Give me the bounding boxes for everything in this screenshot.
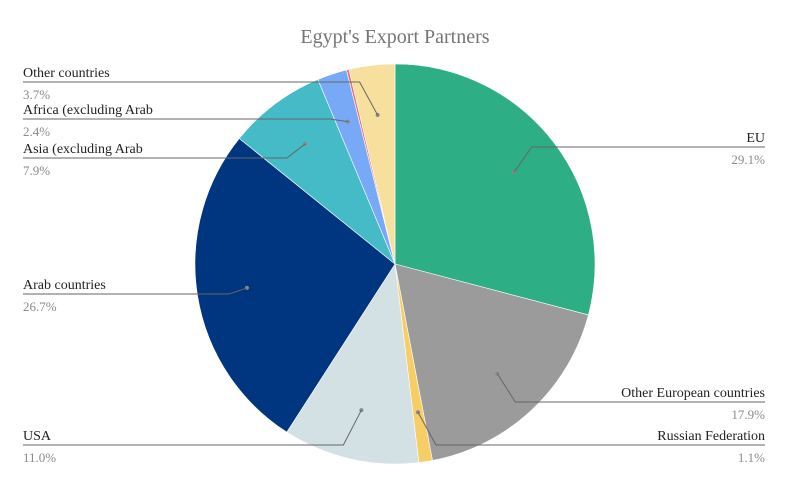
pie-slice-eu: [394, 63, 596, 316]
slice-percent-arab-countries: 26.7%: [23, 299, 57, 314]
slice-label-asia-excluding-arab: Asia (excluding Arab: [23, 142, 143, 157]
slice-label-usa: USA: [23, 429, 52, 444]
pie-slice-arab-countries: [194, 138, 396, 433]
slice-percent-other-countries: 3.7%: [23, 87, 50, 102]
leader-line-arab-countries: [23, 287, 248, 295]
pie-labels: EU 29.1% Other European countries 17.9% Russ…: [23, 66, 765, 465]
slice-label-other-countries: Other countries: [23, 66, 110, 81]
chart-title: Egypt's Export Partners: [300, 26, 489, 48]
leader-line-other-countries: [23, 81, 379, 116]
slice-label-arab-countries: Arab countries: [23, 278, 106, 293]
pie-slice-usa: [286, 263, 420, 465]
pie-slices: [194, 63, 596, 465]
slice-label-africa-excluding-arab: Africa (excluding Arab: [23, 103, 153, 118]
slice-label-eu: EU: [746, 131, 765, 146]
slice-percent-russian-federation: 1.1%: [738, 450, 765, 465]
slice-percent-usa: 11.0%: [23, 450, 56, 465]
leader-line-other-european-countries: [496, 373, 765, 403]
leader-line-usa: [23, 409, 362, 446]
leader-line-africa-excluding-arab: [23, 118, 348, 123]
slice-percent-eu: 29.1%: [731, 152, 765, 167]
slice-percent-other-european-countries: 17.9%: [731, 407, 765, 422]
pie-slice-other-countries: [348, 63, 396, 265]
pie-slice-other-european-countries: [394, 263, 589, 461]
slice-percent-africa-excluding-arab: 2.4%: [23, 124, 50, 139]
slice-label-other-european-countries: Other European countries: [621, 386, 765, 401]
leader-line-russian-federation: [417, 411, 765, 446]
leader-line-eu: [513, 146, 765, 173]
slice-percent-asia-excluding-arab: 7.9%: [23, 163, 50, 178]
pie-slice-asia-excluding-arab: [238, 79, 396, 265]
slice-label-russian-federation: Russian Federation: [657, 429, 765, 444]
leader-line-asia-excluding-arab: [23, 143, 306, 159]
